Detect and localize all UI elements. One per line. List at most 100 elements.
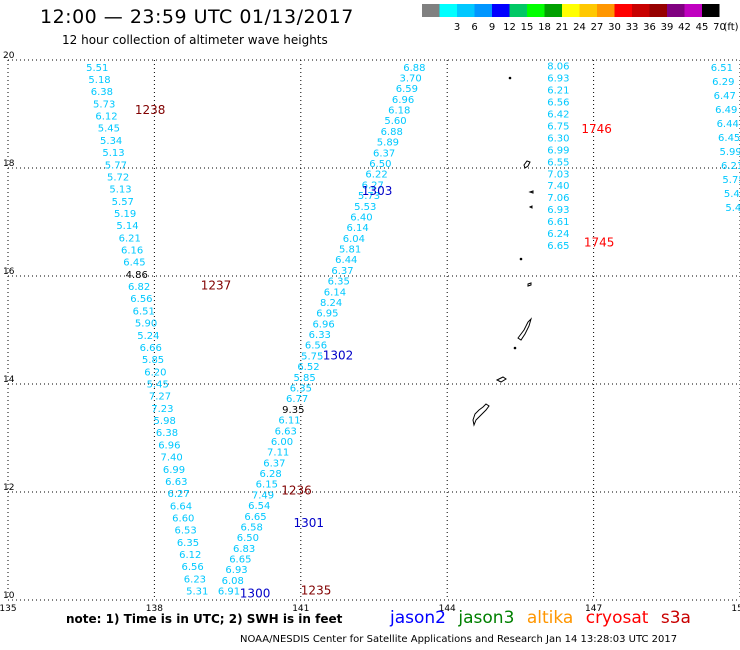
swh-value: 6.75 (547, 121, 569, 132)
satellite-cryosat: cryosat (585, 608, 649, 628)
chart-title: 12:00 — 23:59 UTC 01/13/2017 (40, 6, 354, 28)
swh-value: 6.88 (403, 63, 425, 74)
swh-value: 6.53 (174, 526, 196, 537)
swh-value: 6.58 (241, 522, 263, 533)
swh-value: 6.12 (95, 112, 117, 123)
swh-value: 6.38 (156, 428, 178, 439)
scale-swatch (684, 4, 702, 17)
swh-value: 6.35 (177, 538, 199, 549)
swh-value: 6.30 (547, 133, 569, 144)
y-tick-label: 18 (3, 159, 15, 169)
swh-value: 8.24 (320, 298, 342, 309)
swh-value: 5.18 (88, 75, 110, 86)
x-tick-label: 138 (146, 604, 163, 614)
swh-value: 7.03 (547, 169, 569, 180)
scale-swatch (579, 4, 597, 17)
time-label: 1238 (135, 103, 166, 117)
scale-swatch (457, 4, 475, 17)
swh-value: 6.59 (396, 84, 418, 95)
swh-value: 6.51 (711, 63, 733, 74)
swh-value: 6.29 (712, 77, 734, 88)
swh-value: 7.27 (149, 392, 171, 403)
swh-value: 6.93 (547, 205, 569, 216)
swh-value: 6.27 (362, 180, 384, 191)
swh-value: 7.49 (252, 490, 274, 501)
footer-credit: NOAA/NESDIS Center for Satellite Applica… (240, 634, 678, 645)
swh-value: 7.40 (547, 181, 569, 192)
scale-swatch (632, 4, 650, 17)
swh-value: 4.86 (126, 270, 148, 281)
swh-value: 5.45 (147, 380, 169, 391)
swh-value: 6.50 (237, 533, 259, 544)
satellite-jason2: jason2 (390, 608, 446, 628)
satellite-jason3: jason3 (458, 608, 515, 628)
y-tick-label: 14 (3, 375, 15, 385)
time-label: 1301 (293, 516, 324, 530)
swh-value: 6.61 (547, 217, 569, 228)
scale-swatch (509, 4, 527, 17)
swh-value: 6.44 (717, 119, 739, 130)
satellite-altika: altika (526, 608, 574, 628)
swh-value: 6.51 (133, 306, 155, 317)
y-tick-label: 16 (3, 267, 15, 277)
scale-label: 39 (661, 22, 674, 33)
chart-subtitle: 12 hour collection of altimeter wave hei… (62, 33, 328, 47)
swh-value: 6.64 (170, 501, 192, 512)
swh-value: 5.75 (722, 175, 740, 186)
scale-swatch (667, 4, 685, 17)
scale-label: 45 (696, 22, 709, 33)
swh-value: 6.60 (172, 514, 194, 525)
swh-value: 6.22 (365, 170, 387, 181)
swh-value: 6.45 (718, 133, 740, 144)
scale-swatch (562, 4, 580, 17)
swh-value: 6.16 (121, 246, 143, 257)
x-tick-label: 144 (439, 604, 456, 614)
time-label: 1745 (584, 235, 615, 249)
land-rota (495, 376, 507, 383)
x-tick-label: 147 (585, 604, 602, 614)
swh-value: 5.75 (301, 351, 323, 362)
land-saipan (517, 317, 533, 341)
y-tick-label: 10 (3, 591, 15, 601)
swh-value: 6.77 (286, 394, 308, 405)
time-label: 1237 (201, 279, 232, 293)
scale-swatch (597, 4, 615, 17)
swh-value: 6.24 (547, 229, 569, 240)
swh-value: 5.57 (112, 197, 134, 208)
land-anatahan (527, 282, 532, 287)
swh-value: 6.55 (547, 157, 569, 168)
swh-value: 6.93 (547, 74, 569, 85)
footer-note: note: 1) Time is in UTC; 2) SWH is in fe… (66, 612, 343, 626)
scale-swatch (544, 4, 562, 17)
scale-label: 27 (591, 22, 604, 33)
swh-value: 5.85 (294, 373, 316, 384)
scale-label: 15 (521, 22, 534, 33)
swh-value: 6.04 (343, 234, 365, 245)
swh-value: 6.50 (369, 159, 391, 170)
swh-value: 6.56 (130, 294, 152, 305)
scale-swatch (439, 4, 457, 17)
swh-value: 6.56 (305, 341, 327, 352)
x-tick-label: 141 (292, 604, 309, 614)
scale-swatch (614, 4, 632, 17)
swh-value: 6.93 (225, 565, 247, 576)
x-tick-label: 135 (0, 604, 17, 614)
land-dot (519, 257, 523, 261)
swh-value: 3.70 (399, 73, 421, 84)
swh-value: 6.42 (547, 110, 569, 121)
scale-swatch (649, 4, 667, 17)
swh-value: 6.20 (144, 367, 166, 378)
swh-value: 5.42 (725, 203, 740, 214)
scale-swatch (702, 4, 720, 17)
swh-value: 6.54 (248, 501, 270, 512)
swh-value: 5.98 (154, 416, 176, 427)
swh-value: 5.34 (100, 136, 122, 147)
scale-swatch (527, 4, 545, 17)
land-pagan (523, 160, 531, 169)
time-label: 1236 (281, 484, 312, 498)
swh-value: 6.21 (119, 233, 141, 244)
swh-value: 6.91 (218, 587, 240, 598)
time-label: 1746 (581, 122, 612, 136)
swh-value: 5.90 (135, 319, 157, 330)
